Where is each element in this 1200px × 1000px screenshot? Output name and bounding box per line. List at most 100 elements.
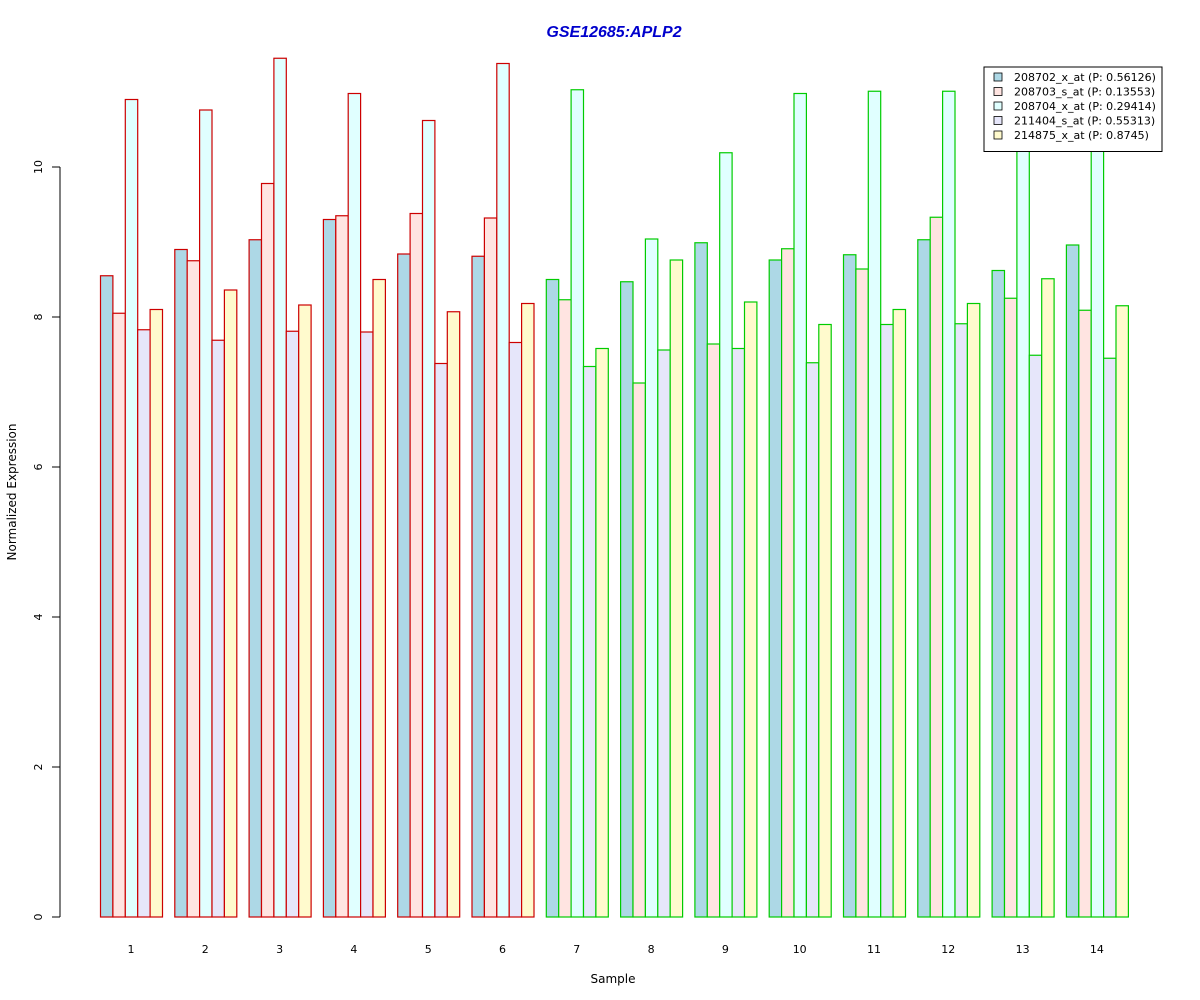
bar: [335, 215, 349, 918]
y-tick-label: 4: [32, 614, 45, 621]
x-tick-label: 1: [128, 943, 135, 956]
bar: [1028, 354, 1043, 918]
bar: [248, 239, 263, 918]
bar: [818, 323, 832, 918]
bar: [892, 308, 907, 918]
bar: [124, 98, 139, 918]
bar: [880, 323, 894, 918]
bar: [719, 152, 733, 918]
bar: [1102, 357, 1117, 918]
x-tick-label: 13: [1016, 943, 1030, 956]
y-tick-label: 8: [32, 314, 45, 321]
x-tick-label: 8: [648, 943, 655, 956]
bar: [632, 382, 646, 918]
bar: [917, 239, 931, 918]
bar: [619, 281, 634, 918]
bar-group-3: [248, 57, 312, 918]
bar-group-11: [842, 90, 907, 918]
bar: [347, 92, 362, 918]
bar: [805, 362, 820, 918]
bar: [731, 347, 746, 918]
bar: [793, 92, 807, 918]
bar: [99, 275, 114, 918]
bar: [941, 90, 956, 918]
legend-swatch: [993, 130, 1003, 140]
x-tick-label: 12: [941, 943, 955, 956]
bar: [657, 349, 671, 918]
bar: [211, 339, 225, 918]
bar: [260, 182, 275, 918]
x-tick-label: 3: [276, 943, 283, 956]
bar: [582, 365, 597, 918]
x-tick-label: 10: [793, 943, 807, 956]
x-tick-label: 6: [499, 943, 506, 956]
legend-label: 208704_x_at (P: 0.29414): [1014, 100, 1156, 113]
bar: [1090, 143, 1105, 918]
bar: [768, 259, 783, 918]
bar: [434, 362, 448, 918]
bar: [954, 323, 968, 918]
bar: [780, 248, 795, 918]
chart-title: GSE12685:APLP2: [546, 24, 681, 41]
legend-label: 208702_x_at (P: 0.56126): [1014, 71, 1156, 84]
legend-swatch: [993, 87, 1003, 96]
x-tick-labels: 1 2 3 4 5 6 7 8 9 10 11 12 13 14: [128, 943, 1104, 956]
bar-groups: [99, 57, 1129, 918]
bar-group-12: [917, 90, 981, 918]
bar: [743, 301, 758, 918]
bar: [570, 89, 585, 918]
y-tick-label: 6: [32, 464, 45, 471]
bar: [1078, 309, 1092, 918]
bar: [285, 330, 300, 918]
legend: 208702_x_at (P: 0.56126) 208703_s_at (P: …: [983, 66, 1163, 152]
bar: [471, 255, 485, 918]
bar-group-2: [174, 109, 238, 918]
legend-swatch: [993, 116, 1003, 125]
bar: [360, 331, 374, 918]
bar: [1065, 244, 1080, 918]
bar: [112, 312, 126, 918]
bar: [483, 217, 498, 918]
bar: [223, 289, 238, 918]
legend-swatch: [993, 72, 1003, 82]
x-tick-label: 2: [202, 943, 209, 956]
bar: [855, 268, 869, 918]
legend-label: 211404_s_at (P: 0.55313): [1014, 115, 1155, 128]
bar: [421, 119, 436, 918]
bar: [409, 212, 424, 918]
bar: [149, 308, 164, 918]
y-tick-label: 10: [32, 160, 45, 174]
bar: [137, 329, 151, 918]
bar: [991, 269, 1006, 918]
bar-group-5: [397, 119, 461, 918]
bar: [929, 216, 944, 918]
bar: [298, 304, 312, 918]
bar-group-4: [322, 92, 386, 918]
x-tick-label: 11: [867, 943, 881, 956]
bar-group-10: [768, 92, 832, 918]
bar: [595, 347, 609, 918]
bar: [644, 238, 659, 918]
x-tick-label: 7: [573, 943, 580, 956]
bar: [174, 248, 188, 918]
bar: [706, 343, 721, 918]
bar: [508, 341, 523, 918]
x-axis-label: Sample: [591, 972, 636, 986]
bar: [199, 109, 213, 918]
y-axis: 0 2 4 6 8 10: [32, 160, 61, 921]
y-tick-label: 2: [32, 764, 45, 771]
x-tick-label: 9: [722, 943, 729, 956]
bar: [545, 278, 560, 918]
bar-group-13: [991, 143, 1055, 918]
y-tick-label: 0: [32, 914, 45, 921]
bar-group-8: [619, 238, 684, 918]
bar: [1016, 143, 1030, 918]
bar: [558, 299, 572, 918]
bar: [273, 57, 287, 918]
legend-box: [983, 66, 1163, 152]
bar: [1041, 278, 1055, 918]
legend-label: 214875_x_at (P: 0.8745): [1014, 129, 1149, 142]
x-tick-label: 4: [350, 943, 357, 956]
bar: [372, 278, 386, 918]
